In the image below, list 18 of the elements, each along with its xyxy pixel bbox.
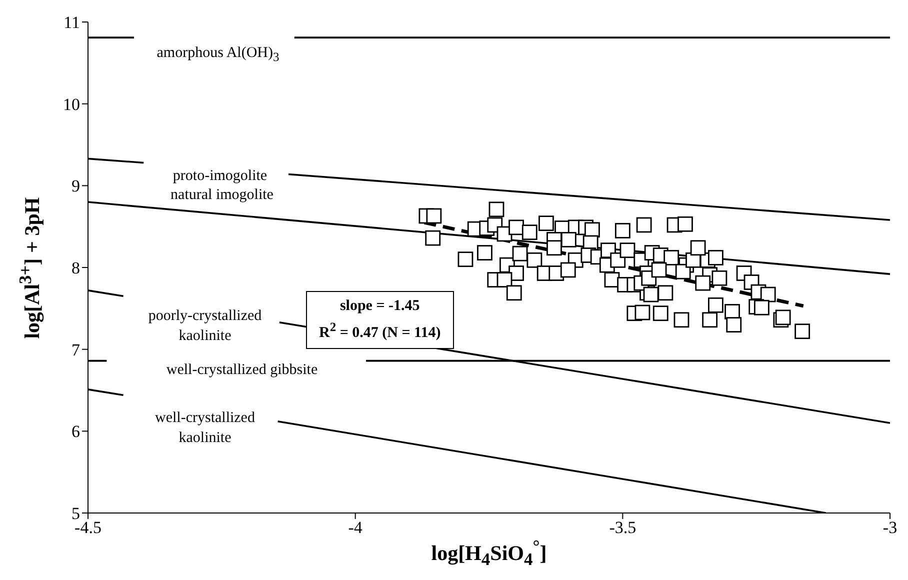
y-tick-label: 7 (72, 340, 80, 360)
annotation: poorly-crystallized kaolinite (148, 307, 262, 346)
annotation: natural imogolite (170, 186, 274, 205)
annotation: amorphous Al(OH)$_{3}$ (156, 44, 280, 66)
x-tick-label: -3 (882, 518, 898, 538)
x-axis-title: log[H$_{4}$SiO$_{4}$$^{°}$] (431, 536, 547, 570)
x-tick-label: -4 (348, 518, 363, 538)
annotation: R$^{2}$ = 0.47 (N = 114) (319, 319, 441, 343)
y-tick-label: 9 (72, 176, 80, 196)
y-tick-label: 11 (64, 13, 80, 32)
annotation: slope = -1.45 (338, 297, 421, 316)
x-tick-label: -3.5 (609, 518, 636, 538)
annotation: well-crystallized kaolinite (155, 409, 255, 448)
y-tick-label: 6 (72, 422, 80, 442)
annotation: proto-imogolite (172, 167, 268, 186)
y-tick-label: 8 (72, 258, 80, 278)
y-tick-label: 10 (63, 94, 80, 114)
annotation: well-crystallized gibbsite (166, 361, 318, 380)
